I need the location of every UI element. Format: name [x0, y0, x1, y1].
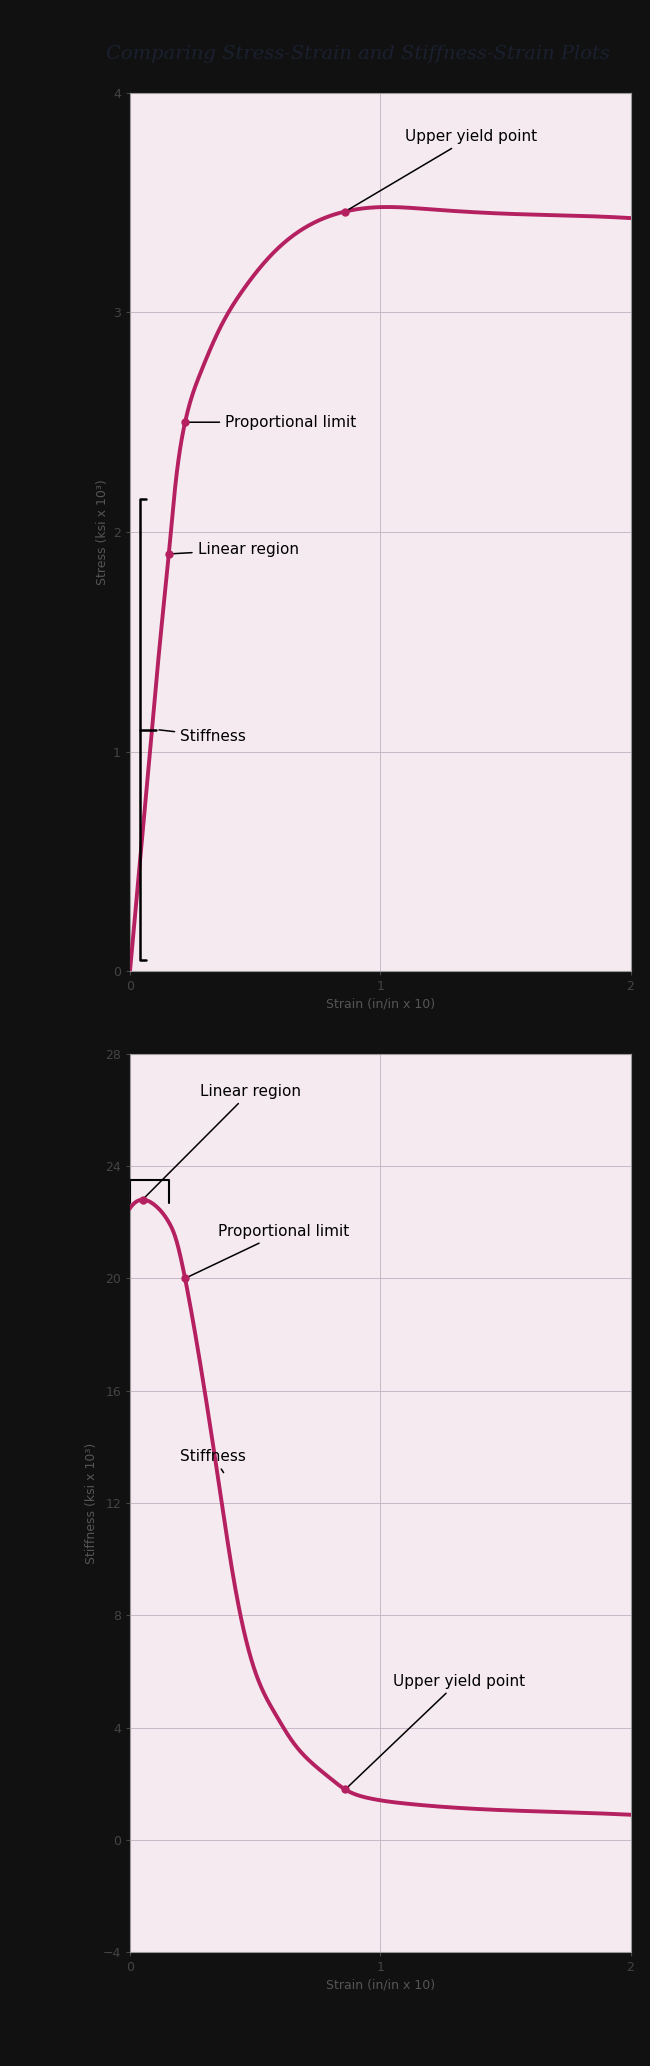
Text: Upper yield point: Upper yield point [347, 1673, 525, 1787]
Text: Stiffness: Stiffness [159, 729, 246, 744]
Text: Upper yield point: Upper yield point [348, 130, 538, 211]
Y-axis label: Stress (ksi x 10³): Stress (ksi x 10³) [96, 479, 109, 585]
X-axis label: Strain (in/in x 10): Strain (in/in x 10) [326, 998, 435, 1010]
Text: Proportional limit: Proportional limit [188, 415, 356, 430]
Text: Comparing Stress-Strain and Stiffness-Strain Plots: Comparing Stress-Strain and Stiffness-St… [105, 45, 610, 64]
Text: Stiffness: Stiffness [180, 1448, 246, 1473]
Text: Proportional limit: Proportional limit [188, 1225, 349, 1277]
Y-axis label: Stiffness (ksi x 10³): Stiffness (ksi x 10³) [85, 1442, 98, 1564]
X-axis label: Strain (in/in x 10): Strain (in/in x 10) [326, 1979, 435, 1992]
Text: Linear region: Linear region [144, 1085, 301, 1198]
Text: Linear region: Linear region [172, 541, 298, 558]
